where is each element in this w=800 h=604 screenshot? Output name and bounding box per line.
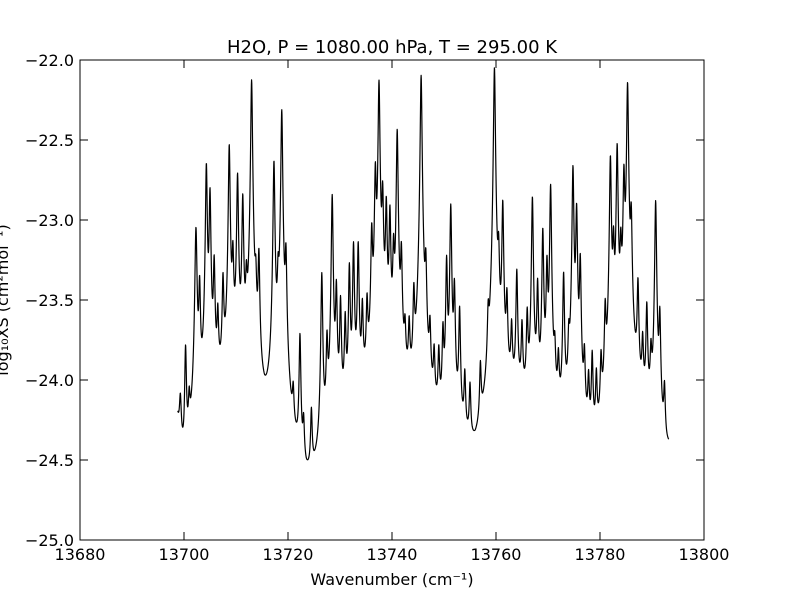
x-tick-label: 13780 — [575, 545, 626, 564]
y-tick-label: −23.0 — [25, 211, 74, 230]
plot-frame — [79, 59, 705, 541]
x-tick-label: 13740 — [367, 545, 418, 564]
x-tick-label: 13720 — [263, 545, 314, 564]
spectrum-line — [177, 67, 670, 461]
y-tick-label: −24.0 — [25, 371, 74, 390]
y-tick-label: −24.5 — [25, 451, 74, 470]
x-tick-label: 13680 — [55, 545, 106, 564]
y-tick-label: −22.0 — [25, 51, 74, 70]
y-tick-group: −22.0 −22.5 −23.0 −23.5 −24.0 −24.5 −25.0 — [25, 51, 704, 550]
x-tick-label: 13700 — [159, 545, 210, 564]
y-axis-label: log₁₀XS (cm²mol⁻¹) — [0, 224, 12, 375]
y-tick-label: −23.5 — [25, 291, 74, 310]
y-tick-label: −22.5 — [25, 131, 74, 150]
y-tick-label: −25.0 — [25, 531, 74, 550]
series-group — [177, 67, 670, 461]
x-tick-label: 13800 — [679, 545, 730, 564]
x-axis-label: Wavenumber (cm⁻¹) — [310, 570, 473, 589]
x-tick-label: 13760 — [471, 545, 522, 564]
chart-title: H2O, P = 1080.00 hPa, T = 295.00 K — [227, 37, 558, 58]
x-tick-group: 13680 13700 13720 13740 13760 13780 13800 — [55, 60, 730, 564]
